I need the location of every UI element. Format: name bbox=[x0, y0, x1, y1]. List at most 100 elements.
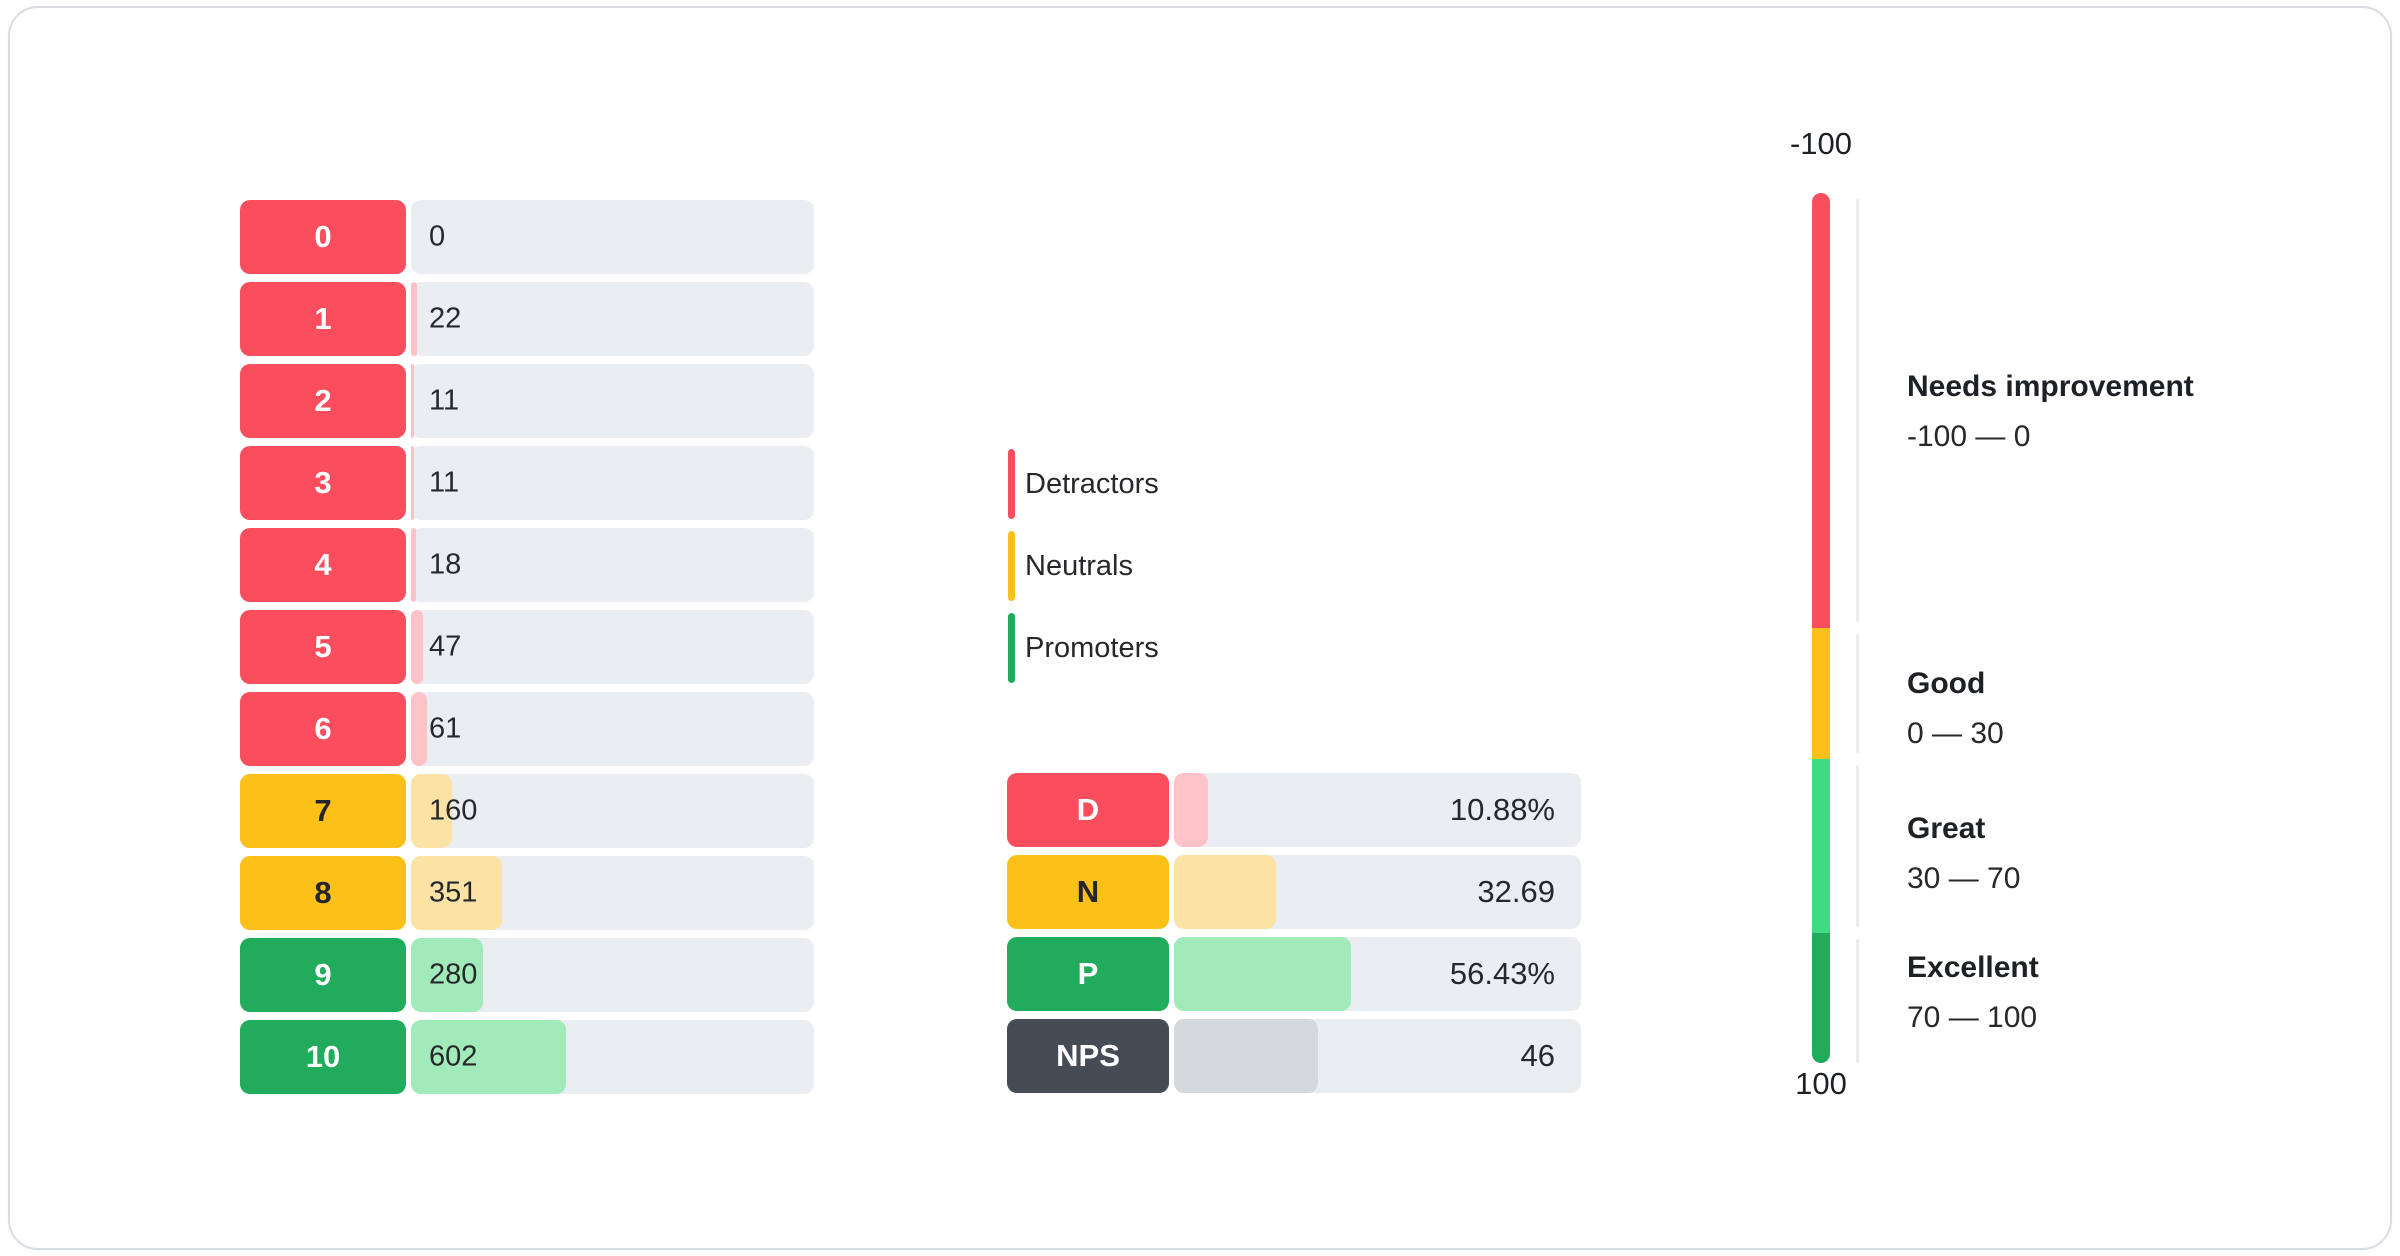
gauge-label-group: Needs improvement -100 — 0 bbox=[1907, 370, 2194, 454]
nps-dashboard-card: 0 0 1 22 2 bbox=[8, 6, 2392, 1250]
score-row: 1 22 bbox=[240, 282, 814, 356]
summary-chip[interactable]: D bbox=[1007, 773, 1169, 847]
score-count: 47 bbox=[429, 630, 462, 663]
gauge-segment-title: Good bbox=[1907, 667, 1986, 700]
score-count: 11 bbox=[429, 384, 460, 417]
score-bar-fill bbox=[411, 856, 502, 930]
summary-value: 46 bbox=[1520, 1038, 1555, 1073]
gauge-segment bbox=[1812, 758, 1830, 933]
score-chip-label: 4 bbox=[314, 547, 332, 582]
legend-label: Neutrals bbox=[1025, 549, 1133, 582]
nps-summary-chart: D 10.88% N 32.69 P bbox=[1007, 773, 1581, 1101]
score-row: 9 280 bbox=[240, 938, 814, 1012]
gauge-segment-range: 70 — 100 bbox=[1907, 1001, 2038, 1034]
score-count: 160 bbox=[429, 794, 478, 827]
summary-bar-track: 46 bbox=[1174, 1019, 1581, 1093]
score-bar-track: 351 bbox=[411, 856, 814, 930]
gauge-segment bbox=[1812, 628, 1830, 759]
score-chip[interactable]: 1 bbox=[240, 282, 406, 356]
legend-item[interactable]: Detractors bbox=[1008, 449, 1159, 519]
summary-value: 56.43% bbox=[1449, 956, 1555, 991]
gauge-label-group: Excellent 70 — 100 bbox=[1907, 951, 2039, 1035]
gauge-segment-title: Great bbox=[1907, 812, 1986, 845]
summary-bar-track: 32.69 bbox=[1174, 855, 1581, 929]
score-count: 22 bbox=[429, 302, 462, 335]
summary-chip[interactable]: NPS bbox=[1007, 1019, 1169, 1093]
score-chip[interactable]: 5 bbox=[240, 610, 406, 684]
summary-bar-track: 56.43% bbox=[1174, 937, 1581, 1011]
score-chip-label: 2 bbox=[314, 383, 332, 418]
summary-chip-label: NPS bbox=[1056, 1038, 1120, 1073]
summary-chip-label: P bbox=[1077, 956, 1099, 991]
gauge-rail bbox=[1856, 193, 1859, 1063]
score-row: 7 160 bbox=[240, 774, 814, 848]
gauge-segment-range: 0 — 30 bbox=[1907, 717, 2004, 750]
legend-swatch-icon bbox=[1008, 613, 1015, 683]
legend-item[interactable]: Neutrals bbox=[1008, 531, 1159, 601]
summary-row: N 32.69 bbox=[1007, 855, 1581, 929]
summary-bar-fill bbox=[1174, 773, 1209, 847]
score-distribution-chart: 0 0 1 22 2 bbox=[240, 200, 814, 1102]
summary-bar-track: 10.88% bbox=[1174, 773, 1581, 847]
score-chip-label: 8 bbox=[314, 875, 332, 910]
score-row: 4 18 bbox=[240, 528, 814, 602]
legend: Detractors Neutrals Promoters bbox=[1008, 449, 1159, 695]
score-bar-track: 11 bbox=[411, 364, 814, 438]
gauge-axis-min-label: -100 bbox=[1789, 126, 1853, 161]
gauge-rail-segment bbox=[1856, 933, 1859, 1063]
gauge-bar bbox=[1812, 193, 1830, 1063]
summary-chip[interactable]: P bbox=[1007, 937, 1169, 1011]
gauge-segment-title: Needs improvement bbox=[1907, 370, 2194, 403]
legend-swatch-icon bbox=[1008, 449, 1015, 519]
summary-bar-fill bbox=[1174, 1019, 1318, 1093]
score-count: 351 bbox=[429, 876, 478, 909]
gauge-rail-segment bbox=[1856, 759, 1859, 933]
score-bar-fill bbox=[411, 446, 414, 520]
score-chip[interactable]: 9 bbox=[240, 938, 406, 1012]
score-row: 2 11 bbox=[240, 364, 814, 438]
score-bar-track: 11 bbox=[411, 446, 814, 520]
score-chip-label: 7 bbox=[314, 793, 332, 828]
score-row: 8 351 bbox=[240, 856, 814, 930]
score-chip-label: 3 bbox=[314, 465, 332, 500]
score-chip[interactable]: 8 bbox=[240, 856, 406, 930]
legend-label: Promoters bbox=[1025, 631, 1159, 664]
summary-chip-label: D bbox=[1076, 792, 1100, 827]
legend-label: Detractors bbox=[1025, 467, 1159, 500]
summary-row: P 56.43% bbox=[1007, 937, 1581, 1011]
score-row: 3 11 bbox=[240, 446, 814, 520]
score-count: 280 bbox=[429, 958, 478, 991]
score-chip-label: 6 bbox=[314, 711, 332, 746]
score-bar-fill bbox=[411, 692, 427, 766]
score-chip[interactable]: 10 bbox=[240, 1020, 406, 1094]
score-chip[interactable]: 2 bbox=[240, 364, 406, 438]
score-bar-track: 0 bbox=[411, 200, 814, 274]
score-count: 602 bbox=[429, 1040, 478, 1073]
gauge-axis-max-label: 100 bbox=[1795, 1066, 1847, 1101]
score-row: 5 47 bbox=[240, 610, 814, 684]
score-chip-label: 1 bbox=[314, 301, 332, 336]
gauge-segment-range: -100 — 0 bbox=[1907, 420, 2031, 453]
score-bar-track: 602 bbox=[411, 1020, 814, 1094]
summary-row: NPS 46 bbox=[1007, 1019, 1581, 1093]
score-chip[interactable]: 0 bbox=[240, 200, 406, 274]
score-chip[interactable]: 4 bbox=[240, 528, 406, 602]
score-bar-fill bbox=[411, 610, 424, 684]
score-chip[interactable]: 6 bbox=[240, 692, 406, 766]
score-chip[interactable]: 3 bbox=[240, 446, 406, 520]
score-chip-label: 10 bbox=[305, 1039, 341, 1074]
score-count: 11 bbox=[429, 466, 460, 499]
legend-item[interactable]: Promoters bbox=[1008, 613, 1159, 683]
summary-chip[interactable]: N bbox=[1007, 855, 1169, 929]
score-count: 0 bbox=[429, 220, 446, 253]
score-bar-fill bbox=[411, 1020, 567, 1094]
score-count: 18 bbox=[429, 548, 462, 581]
legend-swatch-icon bbox=[1008, 531, 1015, 601]
summary-bar-fill bbox=[1174, 937, 1351, 1011]
summary-value: 32.69 bbox=[1477, 874, 1555, 909]
gauge-label-group: Great 30 — 70 bbox=[1907, 812, 2020, 896]
score-chip[interactable]: 7 bbox=[240, 774, 406, 848]
gauge-segment-range: 30 — 70 bbox=[1907, 862, 2021, 895]
summary-value: 10.88% bbox=[1449, 792, 1555, 827]
score-bar-fill bbox=[411, 938, 484, 1012]
